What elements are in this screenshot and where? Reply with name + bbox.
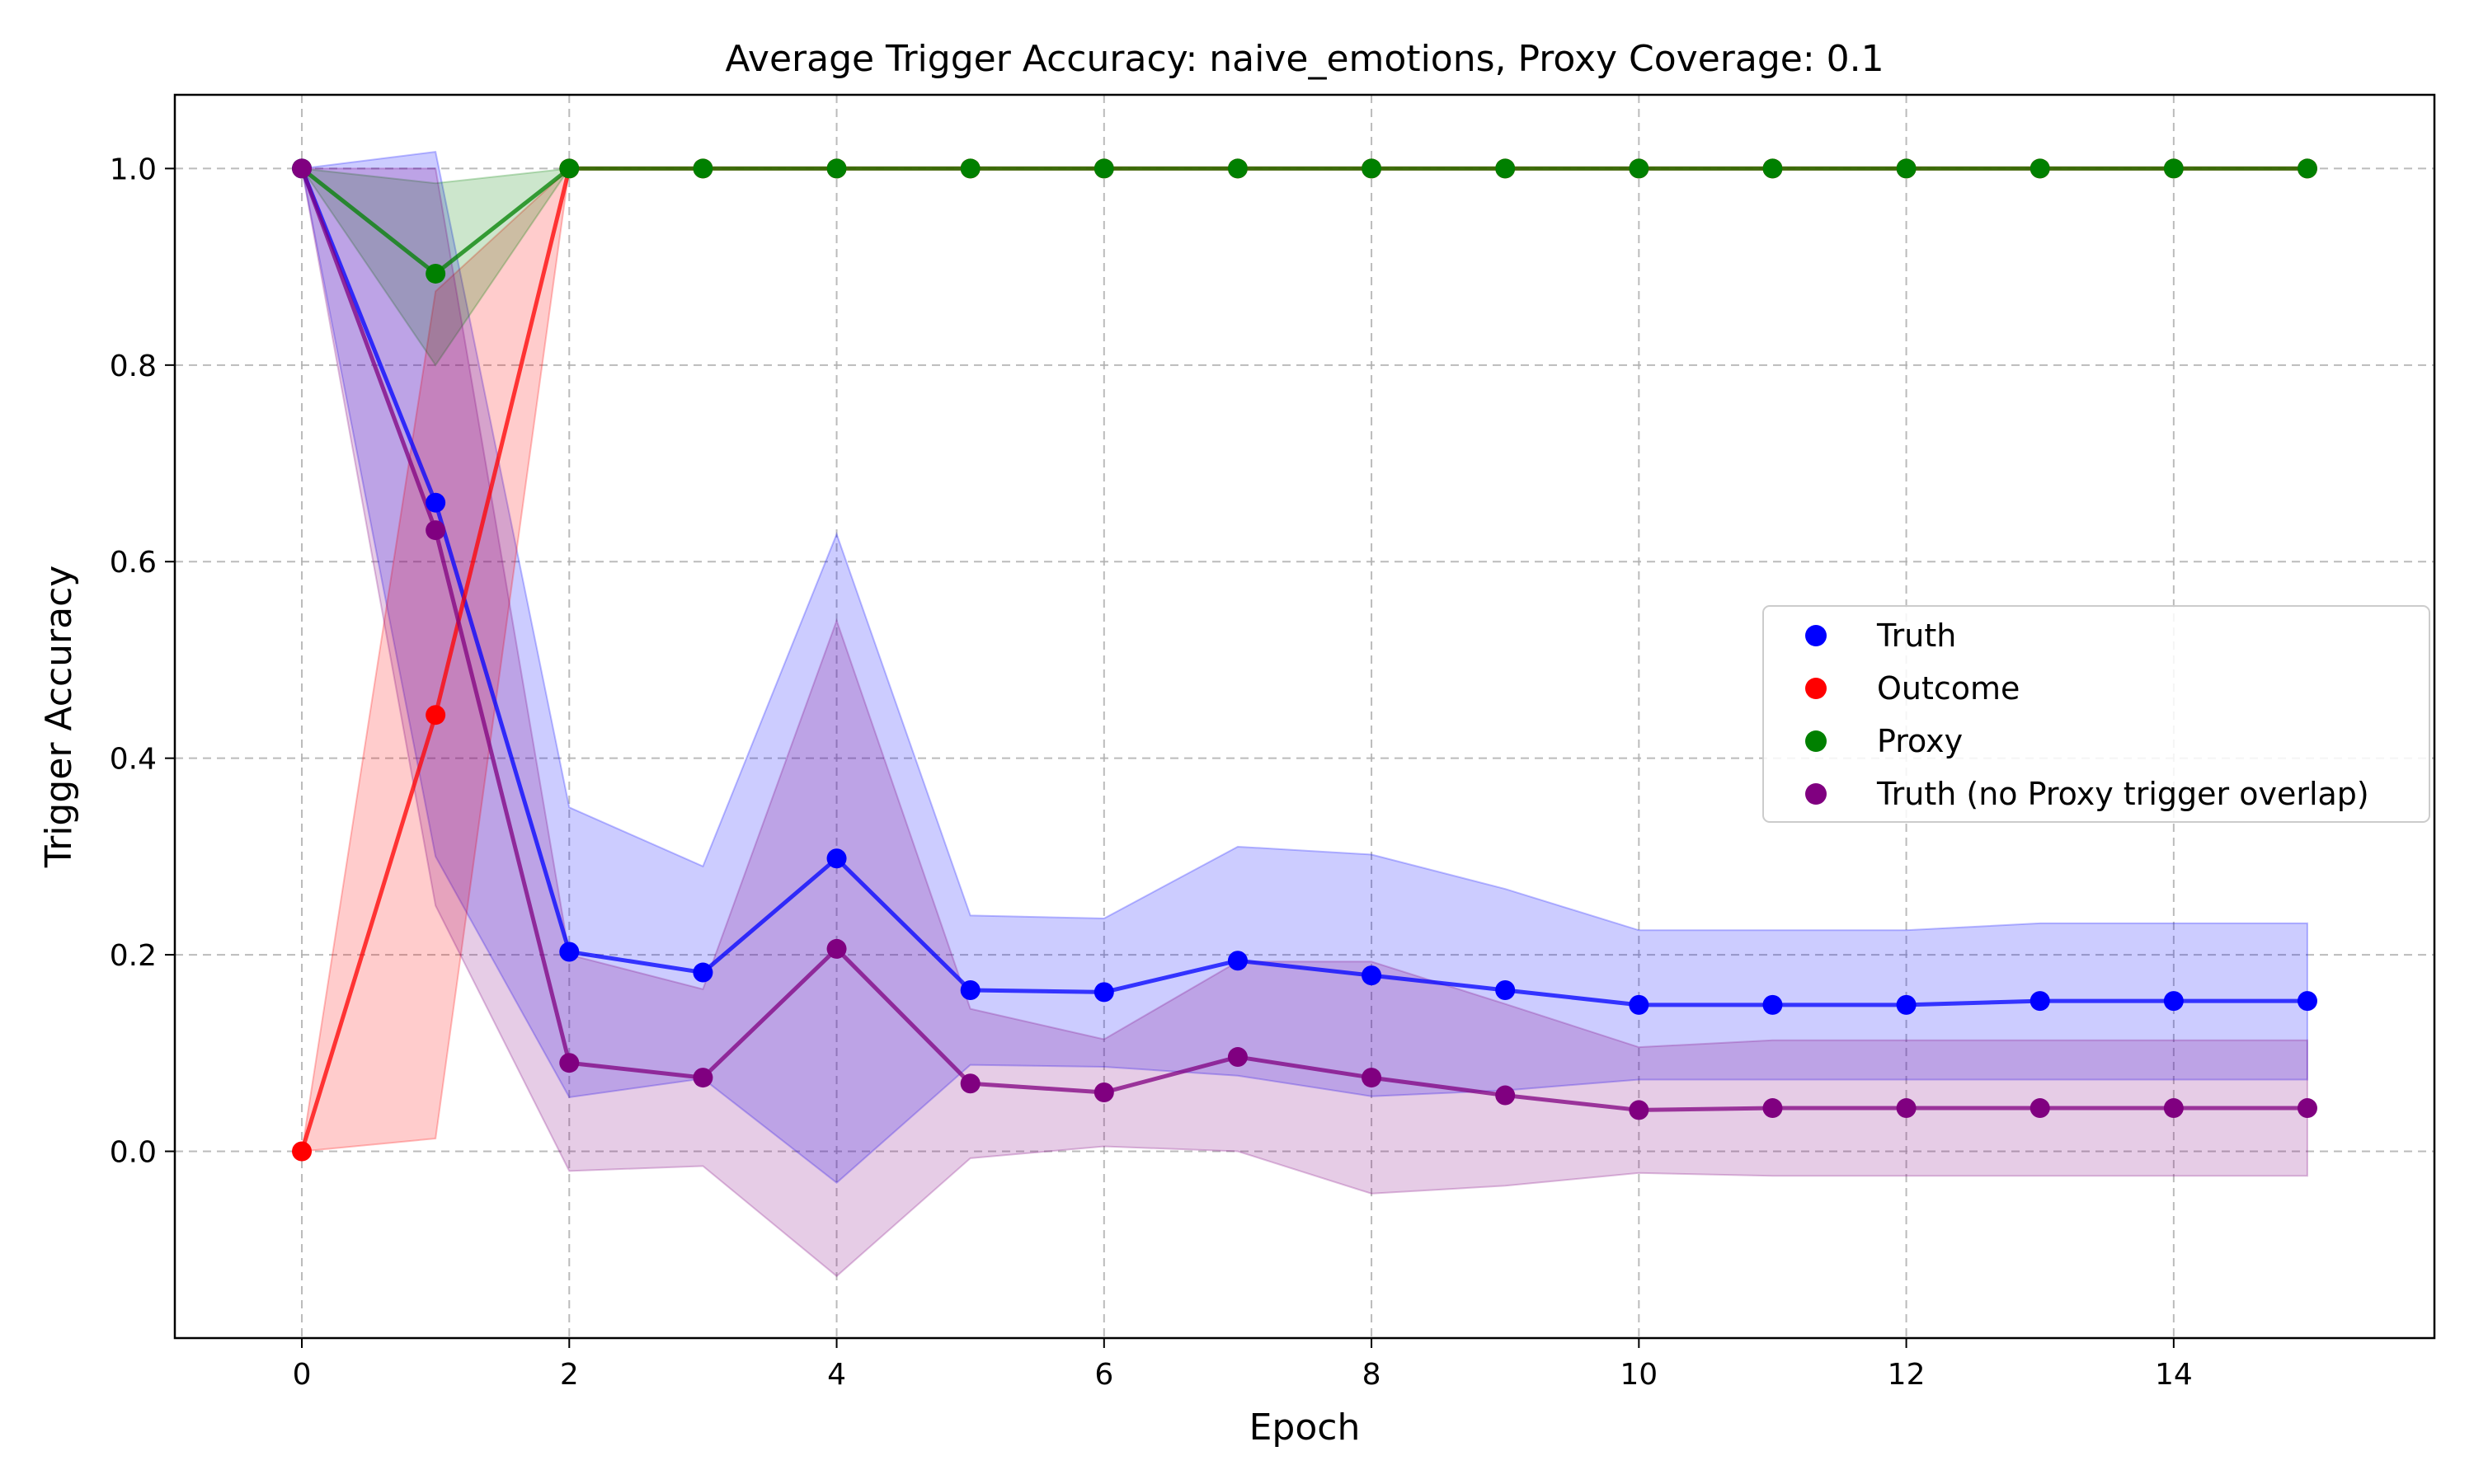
- legend-marker: [1805, 678, 1827, 699]
- series-0-point: [2297, 991, 2317, 1012]
- legend-marker: [1805, 625, 1827, 646]
- series-3-point: [1629, 1100, 1649, 1120]
- series-0-point: [960, 979, 981, 1000]
- series-3-point: [1362, 1068, 1382, 1088]
- series-0-point: [826, 848, 847, 869]
- series-1-point: [292, 1141, 313, 1162]
- legend-entry-label: Truth: [1876, 618, 1956, 654]
- legend-entry-label: Outcome: [1877, 670, 2020, 707]
- series-2-point: [960, 158, 981, 179]
- series-points: [292, 158, 2317, 1162]
- legend-marker: [1805, 730, 1827, 752]
- series-2-point: [693, 158, 713, 179]
- series-0-line: [299, 167, 2307, 1007]
- x-tick-label: 12: [1888, 1358, 1926, 1392]
- y-tick-label: 0.4: [110, 743, 157, 777]
- series-3-point: [559, 1053, 580, 1073]
- x-tick-label: 6: [1094, 1358, 1113, 1392]
- series-3-point: [1495, 1085, 1516, 1106]
- series-3-point: [2163, 1098, 2184, 1119]
- series-2-point: [426, 263, 446, 284]
- series-2-point: [1762, 158, 1783, 179]
- y-tick-label: 1.0: [110, 153, 157, 186]
- series-0-point: [693, 962, 713, 983]
- series-2-point: [1896, 158, 1917, 179]
- series-0-point: [2030, 991, 2050, 1012]
- y-tick-label: 0.6: [110, 546, 157, 580]
- x-tick-label: 8: [1362, 1358, 1381, 1392]
- series-0-point: [1495, 979, 1516, 1000]
- x-tick-label: 10: [1620, 1358, 1658, 1392]
- x-tick-label: 4: [827, 1358, 846, 1392]
- x-axis-label: Epoch: [1249, 1407, 1361, 1449]
- series-2-point: [1094, 158, 1114, 179]
- legend-marker: [1805, 783, 1827, 805]
- series-3-point: [826, 938, 847, 959]
- series-0-point: [1896, 994, 1917, 1015]
- series-0-point: [559, 942, 580, 962]
- x-tick-label: 2: [560, 1358, 579, 1392]
- series-0-point: [1762, 994, 1783, 1015]
- series-3-point: [2030, 1098, 2050, 1119]
- series-3-point: [2297, 1098, 2317, 1119]
- series-3-point: [292, 158, 313, 179]
- series-2-point: [826, 158, 847, 179]
- series-2-point: [2030, 158, 2050, 179]
- legend: Truth Outcome Proxy Truth (no Proxy trigger…: [1762, 605, 2430, 823]
- series-3-point: [1227, 1047, 1248, 1068]
- y-tick-label: 0.8: [110, 350, 157, 383]
- legend-box: [1762, 605, 2430, 823]
- series-2-point: [2297, 158, 2317, 179]
- series-0-point: [1362, 965, 1382, 986]
- x-tick-label: 0: [293, 1358, 312, 1392]
- series-1-point: [426, 705, 446, 726]
- series-3-point: [1762, 1098, 1783, 1119]
- series-3-line: [299, 167, 2307, 1112]
- series-2-line: [300, 166, 2307, 276]
- series-0-point: [1629, 994, 1649, 1015]
- series-2-point: [2163, 158, 2184, 179]
- series-2-point: [1362, 158, 1382, 179]
- series-2-point: [1629, 158, 1649, 179]
- series-3-point: [960, 1073, 981, 1094]
- series-0-point: [1094, 982, 1114, 1003]
- series-3-point: [693, 1068, 713, 1088]
- series-0-point: [2163, 991, 2184, 1012]
- y-tick-label: 0.0: [110, 1136, 157, 1170]
- series-3-point: [426, 520, 446, 541]
- chart-title: Average Trigger Accuracy: naive_emotions…: [725, 38, 1884, 80]
- axis-ticks: 0 2 4 6 8 10 12 14 0.0 0.2 0.4 0.6 0.8 1.0: [110, 153, 2193, 1392]
- x-tick-label: 14: [2155, 1358, 2193, 1392]
- legend-entry-label: Proxy: [1877, 723, 1963, 759]
- y-tick-label: 0.2: [110, 939, 157, 973]
- series-2-point: [1495, 158, 1516, 179]
- series-0-point: [1227, 951, 1248, 971]
- series-2-point: [1227, 158, 1248, 179]
- plot-frame: [173, 93, 2436, 1340]
- series-3-point: [1094, 1082, 1114, 1102]
- legend-entry-label: Truth (no Proxy trigger overlap): [1876, 776, 2369, 812]
- series-0-point: [426, 492, 446, 513]
- series-lines: [299, 166, 2307, 1153]
- series-2-point: [559, 158, 580, 179]
- y-axis-label: Trigger Accuracy: [38, 566, 80, 869]
- series-3-point: [1896, 1098, 1917, 1119]
